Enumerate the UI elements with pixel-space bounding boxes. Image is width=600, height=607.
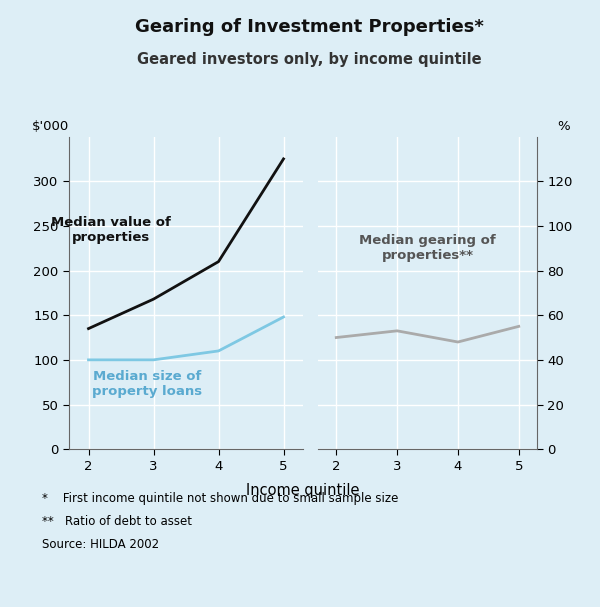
Text: Income quintile: Income quintile [246, 483, 360, 498]
Text: Median size of
property loans: Median size of property loans [92, 370, 202, 398]
Text: Median gearing of
properties**: Median gearing of properties** [359, 234, 496, 262]
Text: Geared investors only, by income quintile: Geared investors only, by income quintil… [137, 52, 481, 67]
Text: *    First income quintile not shown due to small sample size: * First income quintile not shown due to… [42, 492, 398, 504]
Text: Source: HILDA 2002: Source: HILDA 2002 [42, 538, 159, 551]
Text: $'000: $'000 [32, 120, 69, 134]
Text: Median value of
properties: Median value of properties [52, 216, 171, 245]
Text: %: % [557, 120, 570, 134]
Text: **   Ratio of debt to asset: ** Ratio of debt to asset [42, 515, 192, 527]
Text: Gearing of Investment Properties*: Gearing of Investment Properties* [134, 18, 484, 36]
